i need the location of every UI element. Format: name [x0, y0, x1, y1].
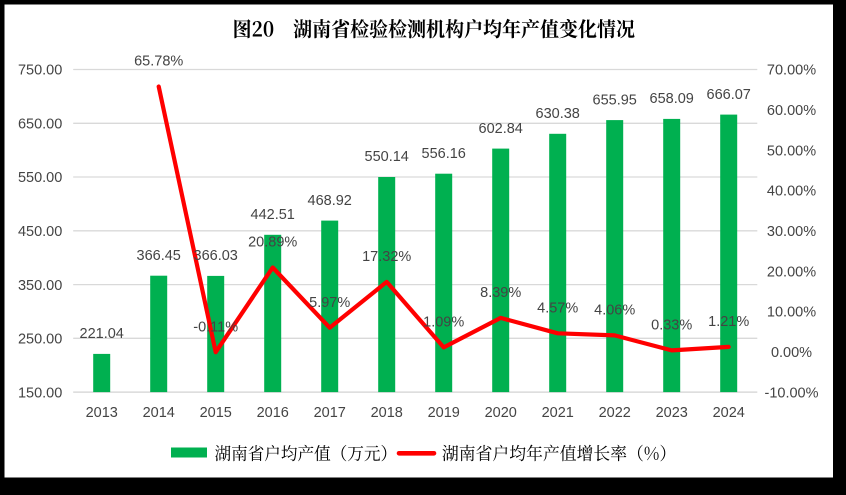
svg-text:602.84: 602.84	[479, 121, 523, 137]
svg-text:70.00%: 70.00%	[767, 63, 816, 79]
svg-text:-10.00%: -10.00%	[764, 385, 818, 401]
svg-text:4.06%: 4.06%	[594, 303, 635, 319]
svg-text:2013: 2013	[86, 405, 118, 421]
svg-text:366.03: 366.03	[194, 248, 238, 264]
svg-text:550.00: 550.00	[18, 170, 62, 186]
svg-text:556.16: 556.16	[422, 146, 466, 162]
svg-text:655.95: 655.95	[593, 92, 637, 108]
svg-text:150.00: 150.00	[18, 385, 62, 401]
svg-text:221.04: 221.04	[80, 326, 124, 342]
svg-text:650.00: 650.00	[18, 117, 62, 133]
svg-text:17.32%: 17.32%	[362, 249, 411, 265]
svg-text:1.21%: 1.21%	[708, 314, 749, 330]
svg-text:1.09%: 1.09%	[423, 315, 464, 331]
svg-text:2023: 2023	[656, 405, 688, 421]
svg-text:8.39%: 8.39%	[480, 285, 521, 301]
svg-text:2014: 2014	[143, 405, 175, 421]
svg-text:366.45: 366.45	[137, 248, 181, 264]
svg-text:450.00: 450.00	[18, 224, 62, 240]
svg-text:-0.11%: -0.11%	[193, 319, 238, 335]
svg-text:50.00%: 50.00%	[767, 143, 816, 159]
svg-text:20.00%: 20.00%	[767, 264, 816, 280]
svg-text:2015: 2015	[200, 405, 232, 421]
svg-text:350.00: 350.00	[18, 278, 62, 294]
svg-text:2018: 2018	[371, 405, 403, 421]
svg-text:2021: 2021	[542, 405, 574, 421]
svg-text:40.00%: 40.00%	[767, 184, 816, 200]
svg-text:2020: 2020	[485, 405, 517, 421]
svg-text:65.78%: 65.78%	[134, 54, 183, 70]
svg-text:60.00%: 60.00%	[767, 103, 816, 119]
svg-text:4.57%: 4.57%	[537, 301, 578, 317]
svg-text:5.97%: 5.97%	[309, 295, 350, 311]
svg-text:2016: 2016	[257, 405, 289, 421]
svg-text:2019: 2019	[428, 405, 460, 421]
svg-text:250.00: 250.00	[18, 332, 62, 348]
svg-text:2017: 2017	[314, 405, 346, 421]
svg-text:20.89%: 20.89%	[248, 235, 297, 251]
svg-text:442.51: 442.51	[251, 207, 295, 223]
svg-text:2022: 2022	[599, 405, 631, 421]
svg-text:750.00: 750.00	[18, 63, 62, 79]
svg-text:10.00%: 10.00%	[767, 305, 816, 321]
svg-text:0.33%: 0.33%	[651, 318, 692, 334]
svg-text:550.14: 550.14	[365, 149, 409, 165]
svg-text:468.92: 468.92	[308, 193, 352, 209]
svg-text:658.09: 658.09	[650, 91, 694, 107]
svg-text:2024: 2024	[713, 405, 745, 421]
svg-text:0.00%: 0.00%	[771, 345, 812, 361]
svg-text:666.07: 666.07	[707, 87, 751, 103]
svg-text:30.00%: 30.00%	[767, 224, 816, 240]
svg-text:630.38: 630.38	[536, 106, 580, 122]
